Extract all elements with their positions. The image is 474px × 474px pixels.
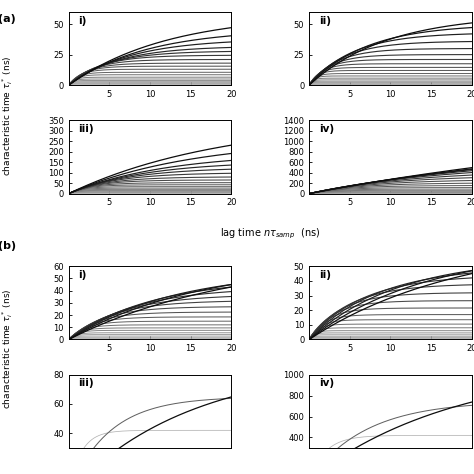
- Text: iii): iii): [79, 124, 94, 134]
- Text: ii): ii): [319, 270, 331, 280]
- Text: iv): iv): [319, 378, 334, 388]
- Text: lag time $n\tau_{samp}$  (ns): lag time $n\tau_{samp}$ (ns): [220, 227, 320, 241]
- Text: i): i): [79, 270, 87, 280]
- Text: characteristic time $\tau_i^*$ (ns): characteristic time $\tau_i^*$ (ns): [0, 56, 15, 176]
- Text: characteristic time $\tau_i^*$ (ns): characteristic time $\tau_i^*$ (ns): [0, 288, 15, 409]
- Text: (a): (a): [0, 14, 16, 24]
- Text: iv): iv): [319, 124, 334, 134]
- Text: ii): ii): [319, 16, 331, 26]
- Text: (b): (b): [0, 241, 16, 252]
- Text: i): i): [79, 16, 87, 26]
- Text: iii): iii): [79, 378, 94, 388]
